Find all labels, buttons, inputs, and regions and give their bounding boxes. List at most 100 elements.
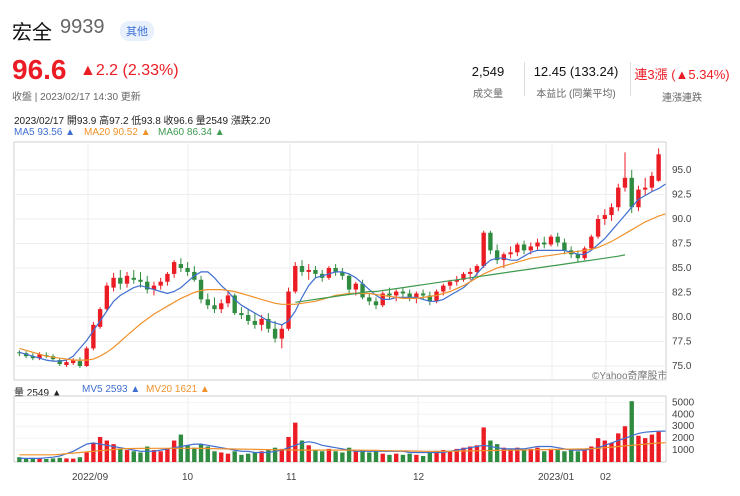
candle-body bbox=[434, 291, 439, 302]
candle-body bbox=[515, 244, 520, 253]
volume-bar bbox=[71, 458, 76, 462]
volume-bar bbox=[447, 451, 453, 462]
volume-bar bbox=[44, 459, 49, 462]
candle-body bbox=[609, 207, 614, 216]
candle-body bbox=[131, 277, 136, 280]
volume-bar bbox=[501, 447, 507, 462]
volume-bar bbox=[50, 458, 56, 462]
x-tick-label: 2023/01 bbox=[538, 472, 575, 483]
volume-bar bbox=[306, 445, 311, 462]
candle-body bbox=[205, 299, 210, 306]
candle-body bbox=[165, 273, 170, 282]
price-tick-label: 92.5 bbox=[672, 190, 692, 201]
ohlc-info: 2023/02/17 開93.9 高97.2 低93.8 收96.6 量2549… bbox=[14, 116, 271, 127]
volume-tick-label: 5000 bbox=[672, 397, 695, 408]
volume-bar bbox=[158, 451, 163, 462]
candle-body bbox=[407, 293, 412, 298]
volume-bar bbox=[319, 451, 325, 462]
candle-body bbox=[138, 279, 143, 282]
volume-bar bbox=[407, 453, 412, 462]
candle-body bbox=[488, 232, 493, 251]
category-badge[interactable]: 其他 bbox=[120, 21, 154, 41]
candle-body bbox=[91, 324, 96, 349]
volume-bar bbox=[340, 452, 345, 462]
candle-body bbox=[151, 285, 157, 290]
candle-body bbox=[373, 301, 379, 306]
candle-body bbox=[145, 281, 150, 290]
candle-body bbox=[266, 318, 271, 329]
stat-divider bbox=[524, 62, 525, 96]
volume-bar bbox=[414, 454, 419, 462]
ma5-legend: MA5 93.56 ▲ bbox=[14, 127, 76, 138]
candle-body bbox=[468, 271, 473, 274]
volume-bar bbox=[171, 440, 177, 462]
volume-bar bbox=[387, 454, 392, 462]
volume-bar bbox=[77, 457, 83, 462]
volume-bar bbox=[131, 451, 136, 462]
volume-bar bbox=[461, 447, 466, 462]
volume-bar bbox=[494, 444, 500, 462]
x-tick-label: 02 bbox=[600, 472, 612, 483]
candle-body bbox=[232, 295, 237, 314]
candle-body bbox=[340, 271, 345, 276]
volume-bar bbox=[468, 446, 473, 462]
candle-body bbox=[353, 283, 359, 290]
volume-bar bbox=[245, 453, 251, 462]
stat-divider bbox=[630, 62, 631, 96]
candle-body bbox=[595, 219, 601, 237]
volume-bar bbox=[642, 438, 648, 462]
candle-body bbox=[400, 291, 406, 294]
volume-bar bbox=[145, 446, 150, 462]
volume-bar bbox=[474, 445, 480, 462]
stat-pe-value: 12.45 (133.24) bbox=[533, 64, 619, 79]
volume-bar bbox=[568, 450, 574, 462]
volume-bar bbox=[616, 433, 621, 462]
candle-body bbox=[494, 250, 500, 261]
stat-streak-label: 連漲連跌 bbox=[662, 93, 702, 104]
candle-body bbox=[178, 264, 184, 268]
x-tick-label: 10 bbox=[182, 472, 194, 483]
volume-bar bbox=[124, 450, 130, 462]
candle-body bbox=[306, 269, 311, 272]
candle-body bbox=[279, 328, 284, 339]
candle-body bbox=[97, 309, 103, 327]
candle-body bbox=[171, 262, 177, 274]
volume-bar bbox=[279, 448, 284, 462]
candle-body bbox=[313, 269, 318, 274]
volume-bar bbox=[373, 451, 379, 462]
candle-body bbox=[575, 254, 581, 259]
candle-body bbox=[30, 356, 36, 359]
candle-body bbox=[225, 295, 231, 304]
candle-body bbox=[447, 281, 453, 286]
candle-body bbox=[293, 266, 298, 292]
volume-bar bbox=[589, 446, 594, 462]
x-tick-label: 11 bbox=[286, 472, 297, 483]
candle-body bbox=[272, 328, 278, 339]
volume-bar bbox=[313, 450, 318, 462]
current-price: 96.6 bbox=[12, 54, 67, 85]
volume-bar bbox=[434, 451, 439, 462]
candle-body bbox=[239, 313, 244, 316]
price-tick-label: 87.5 bbox=[672, 239, 692, 250]
price-tick-label: 82.5 bbox=[672, 288, 692, 299]
candle-body bbox=[427, 295, 433, 302]
ma60-line bbox=[295, 254, 626, 303]
candle-body bbox=[582, 248, 587, 259]
volume-bar bbox=[360, 450, 365, 462]
volume-panel-frame bbox=[13, 395, 667, 463]
volume-bar bbox=[252, 452, 258, 462]
volume-bar bbox=[420, 456, 426, 462]
mv20-line bbox=[19, 442, 666, 456]
volume-bar bbox=[97, 436, 103, 462]
volume-bar bbox=[555, 450, 560, 462]
volume-bar bbox=[104, 440, 110, 462]
volume-bar bbox=[299, 440, 305, 462]
volume-bar bbox=[138, 452, 143, 462]
candle-body bbox=[535, 242, 540, 247]
price-tick-label: 75.0 bbox=[672, 361, 692, 372]
volume-bar bbox=[595, 438, 601, 462]
stat-streak: 連3漲 (▲5.34%) 連漲連跌 bbox=[632, 64, 732, 104]
candle-body bbox=[387, 293, 392, 296]
x-tick-label: 12 bbox=[413, 472, 425, 483]
